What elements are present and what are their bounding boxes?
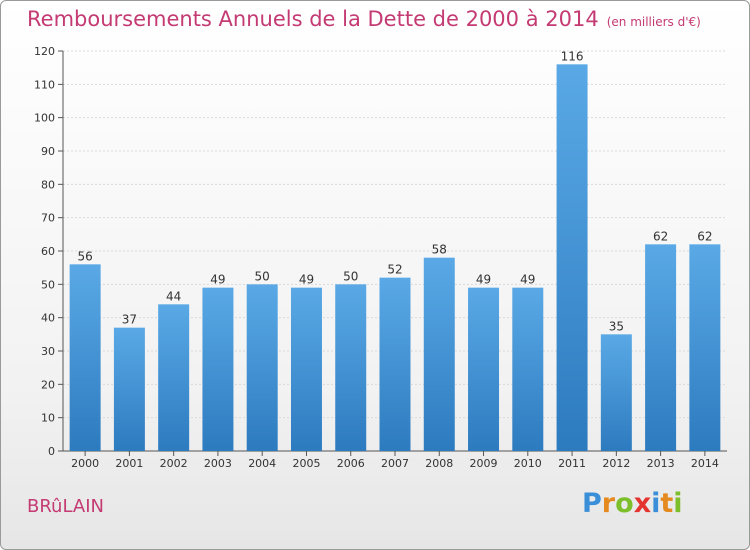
bar-value-label: 49 (299, 273, 314, 287)
y-tick-label: 100 (34, 112, 55, 125)
bar-value-label: 52 (387, 263, 402, 277)
bar-value-label: 44 (166, 289, 181, 303)
x-tick-label: 2014 (691, 457, 719, 470)
bar-value-label: 49 (476, 273, 491, 287)
x-tick-label: 2012 (602, 457, 630, 470)
logo-letter: r (601, 488, 616, 519)
x-tick-label: 2008 (425, 457, 453, 470)
y-tick-label: 90 (41, 145, 55, 158)
bar-value-label: 62 (697, 229, 712, 243)
bar-value-label: 50 (343, 269, 358, 283)
x-tick-label: 2010 (514, 457, 542, 470)
bar-value-label: 58 (432, 243, 447, 257)
bar (290, 287, 322, 451)
x-tick-label: 2004 (248, 457, 276, 470)
bar (69, 264, 101, 451)
x-tick-label: 2006 (337, 457, 365, 470)
bar-value-label: 49 (520, 273, 535, 287)
x-tick-label: 2000 (71, 457, 99, 470)
bar-value-label: 50 (255, 269, 270, 283)
x-tick-label: 2011 (558, 457, 586, 470)
bar (246, 284, 278, 451)
axes: 0 10 20 30 40 50 60 70 80 90 100 110 120 2000 2001 2002… (34, 45, 727, 470)
bar (158, 304, 190, 451)
y-tick-label: 0 (48, 445, 55, 458)
y-tick-label: 80 (41, 178, 55, 191)
bar (202, 287, 234, 451)
x-tick-label: 2002 (160, 457, 188, 470)
bar (379, 277, 411, 451)
y-tick-label: 110 (34, 78, 55, 91)
y-tick-label: 40 (41, 312, 55, 325)
bar-value-label: 56 (77, 249, 92, 263)
bar (689, 244, 721, 451)
x-tick-label: 2007 (381, 457, 409, 470)
chart-title-text: Remboursements Annuels de la Dette de 20… (27, 7, 599, 31)
y-tick-label: 30 (41, 345, 55, 358)
y-tick-label: 20 (41, 378, 55, 391)
logo-letter: i (673, 488, 683, 519)
bar (556, 64, 588, 452)
bar (113, 327, 145, 451)
bars: 56 37 44 49 50 49 50 52 58 49 49 116 35 62 62 (69, 49, 721, 452)
bar (423, 257, 455, 451)
x-tick-label: 2005 (292, 457, 320, 470)
y-tick-label: 10 (41, 412, 55, 425)
proxiti-logo: Proxiti (582, 488, 683, 519)
x-tick-label: 2013 (647, 457, 675, 470)
bar-value-label: 116 (561, 49, 584, 63)
logo-letter: o (615, 488, 634, 519)
x-tick-label: 2003 (204, 457, 232, 470)
y-tick-label: 120 (34, 45, 55, 58)
bar-value-label: 35 (609, 319, 624, 333)
x-tick-label: 2001 (115, 457, 143, 470)
y-tick-label: 60 (41, 245, 55, 258)
logo-letter: P (582, 488, 602, 519)
logo-letter: t (660, 488, 674, 519)
logo-letter: x (633, 488, 652, 519)
y-tick-label: 50 (41, 278, 55, 291)
y-tick-label: 70 (41, 212, 55, 225)
bar-value-label: 62 (653, 229, 668, 243)
logo-letter: i (651, 488, 661, 519)
chart-title: Remboursements Annuels de la Dette de 20… (27, 7, 701, 31)
bar (468, 287, 500, 451)
bar (335, 284, 367, 451)
bar-value-label: 49 (210, 273, 225, 287)
chart-unit: (en milliers d'€) (606, 15, 701, 29)
bar (645, 244, 677, 451)
bar (512, 287, 544, 451)
bar (600, 334, 632, 451)
bar-value-label: 37 (122, 313, 137, 327)
commune-name: BRûLAIN (27, 496, 104, 517)
x-tick-label: 2009 (470, 457, 498, 470)
